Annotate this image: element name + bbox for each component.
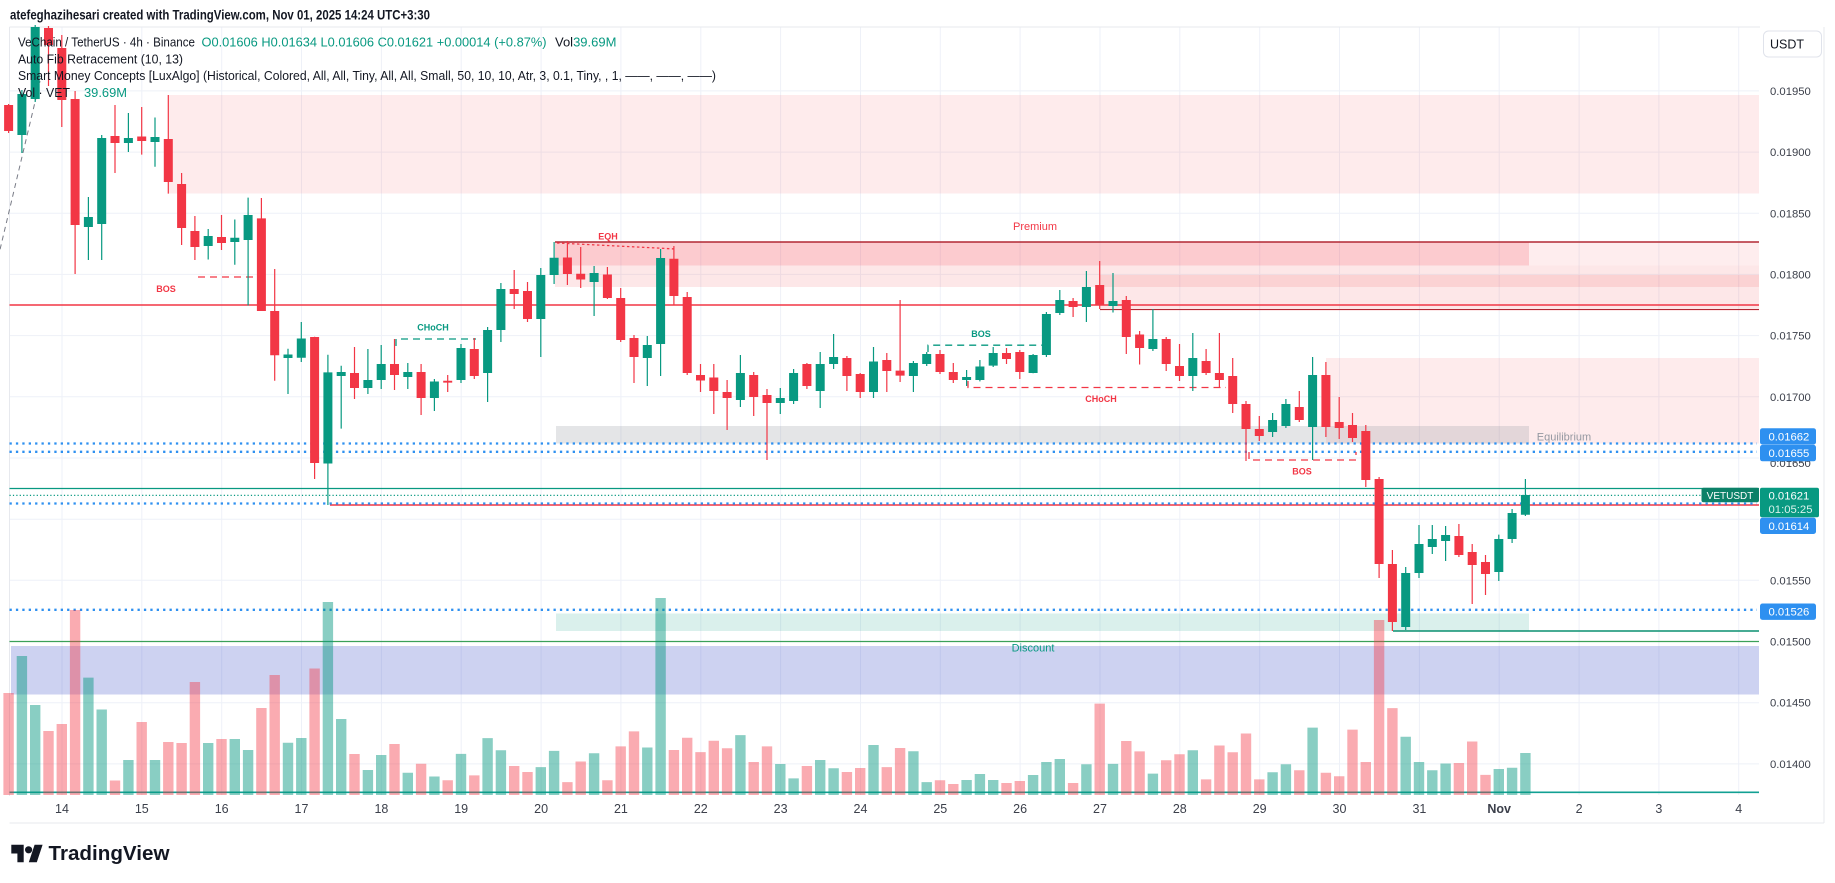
svg-text:VeChain / TetherUS · 4h · Bina: VeChain / TetherUS · 4h · Binance (18, 35, 195, 50)
svg-text:Discount: Discount (1012, 643, 1055, 655)
svg-text:atefeghazihesari created with: atefeghazihesari created with TradingVie… (10, 8, 430, 23)
svg-text:0.01700: 0.01700 (1770, 392, 1811, 404)
svg-text:39.69M: 39.69M (84, 85, 127, 100)
svg-text:24: 24 (854, 802, 868, 816)
svg-text:0.01750: 0.01750 (1770, 331, 1811, 343)
svg-text:27: 27 (1093, 802, 1107, 816)
svg-text:3: 3 (1655, 802, 1662, 816)
svg-text:17: 17 (295, 802, 309, 816)
svg-text:0.01526: 0.01526 (1769, 607, 1810, 619)
svg-text:01:05:25: 01:05:25 (1769, 504, 1813, 516)
svg-text:15: 15 (135, 802, 149, 816)
svg-text:Equilibrium: Equilibrium (1537, 432, 1591, 444)
svg-text:BOS: BOS (971, 329, 991, 339)
svg-text:Premium: Premium (1013, 221, 1057, 233)
svg-text:BOS: BOS (1292, 467, 1312, 477)
svg-text:25: 25 (933, 802, 947, 816)
svg-text:EQH: EQH (598, 232, 618, 242)
svg-text:23: 23 (774, 802, 788, 816)
svg-text:0.01850: 0.01850 (1770, 208, 1811, 220)
svg-text:Vol39.69M: Vol39.69M (555, 35, 616, 50)
svg-text:0.01550: 0.01550 (1770, 575, 1811, 587)
svg-text:18: 18 (374, 802, 388, 816)
svg-text:Nov: Nov (1487, 802, 1511, 816)
svg-text:2: 2 (1576, 802, 1583, 816)
svg-text:21: 21 (614, 802, 628, 816)
svg-text:0.01614: 0.01614 (1769, 521, 1810, 533)
svg-text:0.01800: 0.01800 (1770, 269, 1811, 281)
svg-text:0.01621: 0.01621 (1769, 491, 1810, 503)
svg-text:USDT: USDT (1770, 37, 1804, 51)
svg-text:0.01662: 0.01662 (1769, 431, 1810, 443)
svg-text:14: 14 (55, 802, 69, 816)
svg-text:Auto Fib Retracement (10, 13): Auto Fib Retracement (10, 13) (18, 52, 183, 67)
svg-text:22: 22 (694, 802, 708, 816)
svg-text:30: 30 (1333, 802, 1347, 816)
svg-text:19: 19 (454, 802, 468, 816)
svg-text:0.01450: 0.01450 (1770, 698, 1811, 710)
svg-text:16: 16 (215, 802, 229, 816)
svg-text:0.01655: 0.01655 (1769, 448, 1810, 460)
svg-text:26: 26 (1013, 802, 1027, 816)
svg-text:0.01400: 0.01400 (1770, 759, 1811, 771)
svg-text:Vol · VET: Vol · VET (18, 85, 70, 100)
svg-text:O0.01606 H0.01634 L0.01606: O0.01606 H0.01634 L0.01606 C0.01621 +0.0… (202, 35, 547, 50)
svg-text:CHoCH: CHoCH (1085, 394, 1117, 404)
svg-text:29: 29 (1253, 802, 1267, 816)
svg-text:VETUSDT: VETUSDT (1707, 491, 1754, 502)
svg-text:0.01500: 0.01500 (1770, 637, 1811, 649)
svg-text:CHoCH: CHoCH (417, 323, 449, 333)
svg-text:BOS: BOS (156, 284, 176, 294)
svg-text:20: 20 (534, 802, 548, 816)
svg-text:TradingView: TradingView (49, 843, 170, 865)
svg-text:0.01950: 0.01950 (1770, 86, 1811, 98)
svg-text:0.01900: 0.01900 (1770, 147, 1811, 159)
svg-text:4: 4 (1735, 802, 1742, 816)
svg-text:31: 31 (1412, 802, 1426, 816)
svg-text:Smart Money Concepts [LuxAlgo]: Smart Money Concepts [LuxAlgo] (Historic… (18, 68, 716, 83)
svg-text:28: 28 (1173, 802, 1187, 816)
